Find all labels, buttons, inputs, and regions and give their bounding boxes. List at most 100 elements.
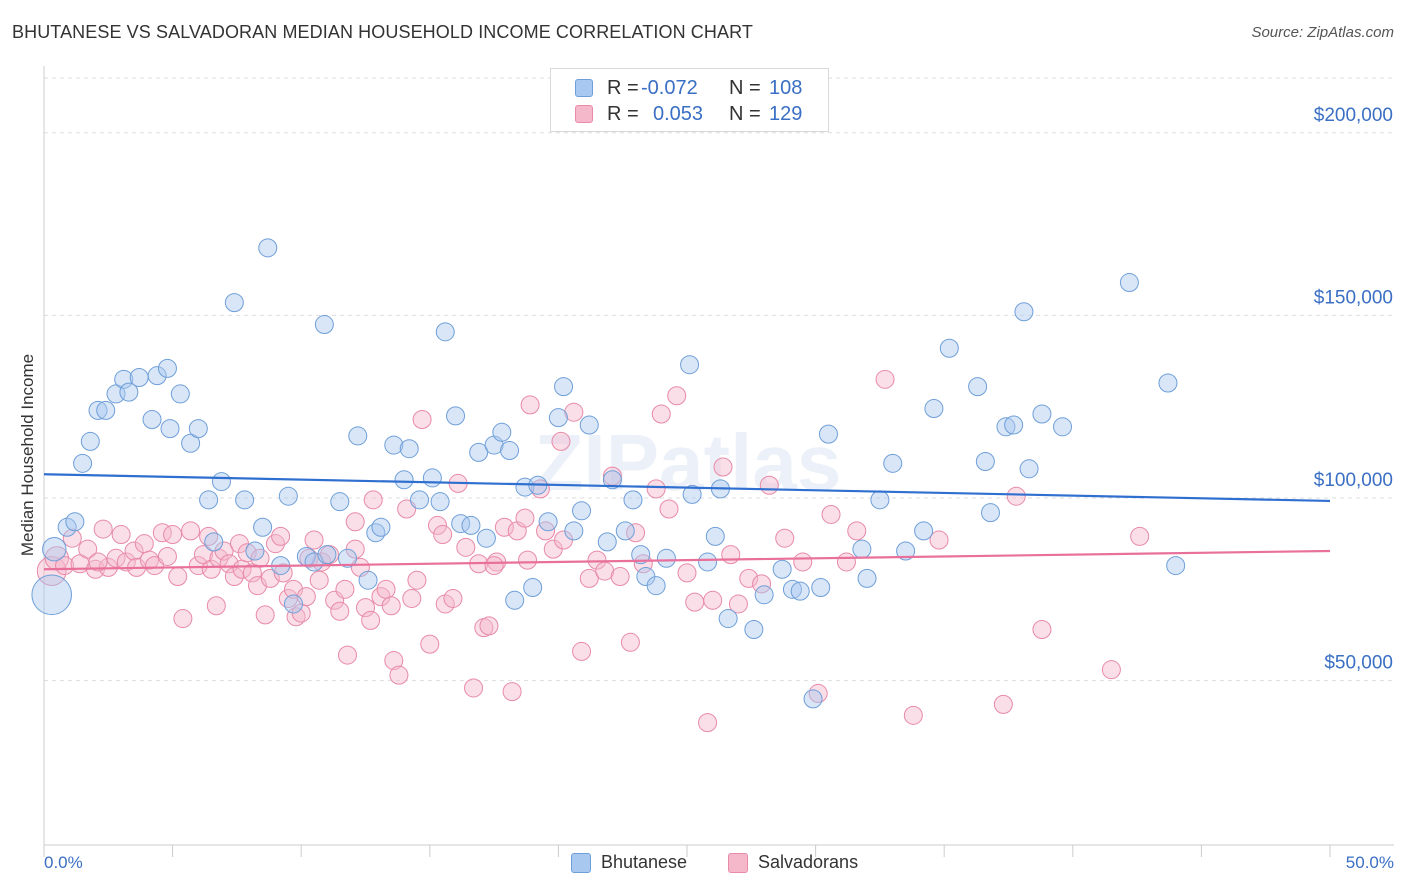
data-point (446, 406, 466, 426)
legend-r-label: R = (607, 76, 639, 99)
data-point (199, 490, 219, 510)
data-point (412, 409, 432, 429)
data-point (808, 683, 828, 703)
series-label: Bhutanese (601, 852, 688, 872)
data-point (646, 576, 666, 596)
data-point (620, 632, 640, 652)
data-point (703, 590, 723, 610)
data-point (160, 419, 180, 439)
data-point (168, 567, 188, 587)
data-point (1053, 417, 1073, 437)
series-swatch-blue (571, 852, 591, 873)
legend-n-label: N = (729, 76, 761, 99)
data-point (975, 452, 995, 471)
series-swatch-pink (728, 852, 748, 873)
y-tick-label: $100,000 (1314, 470, 1393, 491)
data-point (80, 431, 100, 451)
data-point (685, 592, 705, 612)
data-point (1006, 486, 1026, 506)
data-point (896, 541, 916, 561)
data-point (157, 546, 177, 566)
data-point (206, 596, 226, 616)
data-point (1019, 459, 1039, 479)
data-point (129, 367, 149, 387)
data-point (245, 541, 265, 561)
data-point (852, 539, 872, 559)
data-point (518, 550, 538, 570)
data-point (646, 479, 666, 499)
data-point (623, 490, 643, 510)
data-point (929, 530, 949, 550)
series-legend-salvadorans: Salvadorans (728, 852, 858, 873)
data-point (469, 442, 489, 462)
data-point (330, 492, 350, 512)
data-point (772, 559, 792, 579)
data-point (114, 369, 134, 389)
data-point (73, 453, 93, 473)
data-point (337, 645, 357, 665)
data-point (271, 526, 291, 546)
chart-title: BHUTANESE VS SALVADORAN MEDIAN HOUSEHOLD… (12, 22, 753, 42)
y-tick-label: $200,000 (1314, 105, 1393, 126)
data-point (335, 579, 355, 599)
data-point (199, 526, 219, 546)
source-note: Source: ZipAtlas.com (1251, 24, 1394, 41)
data-point (857, 568, 877, 588)
legend-swatch-pink (575, 105, 593, 123)
data-point (883, 453, 903, 473)
data-point (188, 419, 208, 439)
data-point (124, 541, 144, 561)
data-point (356, 598, 375, 618)
data-point (572, 501, 592, 521)
data-point (260, 568, 280, 588)
data-point (407, 570, 427, 590)
data-point (924, 399, 944, 419)
data-point (579, 415, 599, 435)
data-point (304, 530, 324, 550)
data-point (65, 512, 85, 532)
data-point (235, 490, 255, 510)
data-point (721, 545, 741, 565)
data-point (523, 578, 543, 598)
data-point (381, 596, 401, 616)
data-point (278, 486, 298, 506)
data-point (255, 605, 275, 625)
data-point (538, 512, 558, 532)
gridlines (44, 77, 1394, 682)
data-point (314, 315, 334, 335)
data-point (428, 515, 448, 535)
data-point (253, 517, 273, 537)
data-point (42, 536, 67, 562)
series-legend: Bhutanese Salvadorans (0, 852, 1406, 876)
data-point (163, 525, 183, 545)
series-label: Salvadorans (758, 852, 859, 872)
data-point (258, 238, 278, 258)
data-point (500, 441, 520, 461)
data-point (914, 521, 934, 541)
data-point (659, 499, 679, 519)
data-point (728, 594, 748, 614)
data-point (317, 545, 337, 565)
legend-n-value: 129 (769, 102, 803, 125)
data-point (399, 439, 419, 459)
data-point (1158, 373, 1178, 393)
data-point (1130, 526, 1150, 546)
data-point (680, 355, 700, 375)
data-point (142, 409, 162, 429)
data-point (111, 525, 131, 545)
data-point (461, 515, 481, 535)
data-point (811, 578, 831, 598)
data-point (361, 610, 381, 630)
data-point (376, 579, 396, 599)
legend-n-label: N = (729, 102, 761, 125)
data-point (744, 620, 764, 640)
data-point (181, 521, 201, 541)
data-point (62, 528, 82, 548)
legend-r-label: R = (607, 102, 639, 125)
data-point (420, 634, 440, 654)
data-point (1166, 556, 1186, 576)
data-point (456, 537, 476, 557)
data-point (502, 682, 522, 702)
legend-r-value: 0.053 (653, 102, 704, 125)
data-point (273, 563, 293, 583)
